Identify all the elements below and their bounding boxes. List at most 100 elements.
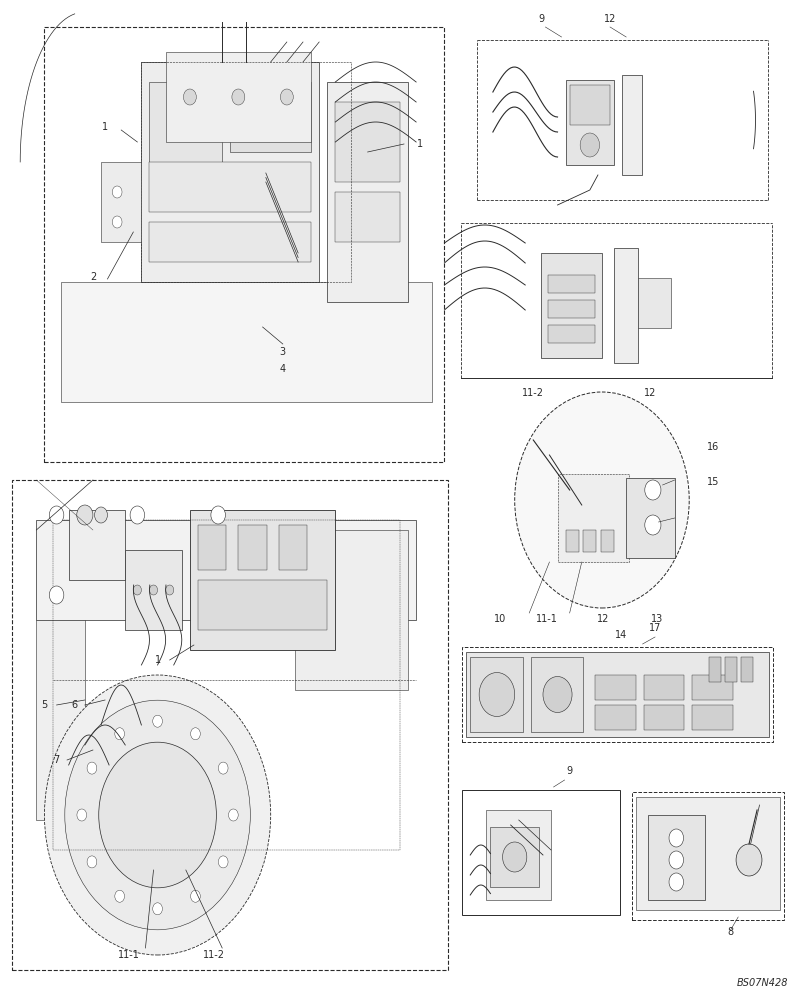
Bar bbox=[238, 525, 267, 570]
Bar bbox=[69, 510, 125, 580]
Bar bbox=[149, 222, 311, 262]
Bar bbox=[295, 530, 408, 690]
Text: 2: 2 bbox=[90, 272, 96, 282]
Bar bbox=[101, 162, 141, 242]
Bar bbox=[166, 52, 311, 142]
Bar bbox=[692, 705, 733, 730]
Polygon shape bbox=[61, 282, 432, 402]
Circle shape bbox=[112, 186, 122, 198]
Bar bbox=[741, 657, 753, 682]
Circle shape bbox=[645, 515, 661, 535]
Circle shape bbox=[49, 586, 64, 604]
Circle shape bbox=[232, 89, 245, 105]
Circle shape bbox=[77, 505, 93, 525]
Bar bbox=[36, 520, 416, 620]
Text: 1: 1 bbox=[154, 655, 161, 665]
Circle shape bbox=[191, 890, 200, 902]
Bar bbox=[570, 85, 610, 125]
Circle shape bbox=[49, 506, 64, 524]
Text: 7: 7 bbox=[53, 755, 60, 765]
Circle shape bbox=[77, 809, 86, 821]
Bar bbox=[548, 275, 595, 293]
Bar bbox=[692, 675, 733, 700]
Bar bbox=[725, 657, 737, 682]
Bar bbox=[190, 510, 335, 650]
Circle shape bbox=[669, 873, 684, 891]
Bar bbox=[462, 647, 773, 742]
Bar bbox=[595, 675, 636, 700]
Text: 12: 12 bbox=[597, 614, 610, 624]
Text: 11-1: 11-1 bbox=[536, 614, 558, 624]
Bar bbox=[335, 102, 400, 182]
Bar bbox=[44, 27, 444, 462]
Bar bbox=[638, 278, 671, 328]
Bar bbox=[490, 827, 539, 887]
Text: 12: 12 bbox=[644, 388, 657, 398]
Circle shape bbox=[99, 742, 217, 888]
Circle shape bbox=[115, 728, 124, 740]
Bar bbox=[595, 705, 636, 730]
Circle shape bbox=[44, 675, 271, 955]
Circle shape bbox=[543, 676, 572, 712]
Bar bbox=[709, 657, 721, 682]
Circle shape bbox=[218, 856, 228, 868]
Text: 3: 3 bbox=[280, 347, 286, 357]
Bar bbox=[548, 300, 595, 318]
Text: 17: 17 bbox=[649, 623, 661, 633]
Text: 15: 15 bbox=[707, 477, 720, 487]
Text: 12: 12 bbox=[604, 14, 617, 24]
Bar bbox=[614, 248, 638, 363]
Circle shape bbox=[112, 216, 122, 228]
Bar bbox=[149, 162, 311, 212]
Bar bbox=[558, 474, 629, 562]
Bar bbox=[470, 657, 523, 732]
Circle shape bbox=[515, 392, 689, 608]
Text: 4: 4 bbox=[280, 364, 286, 374]
Bar bbox=[279, 525, 307, 570]
Bar bbox=[566, 530, 579, 552]
Text: 11-2: 11-2 bbox=[203, 950, 225, 960]
Bar bbox=[632, 792, 784, 920]
Text: 10: 10 bbox=[494, 614, 507, 624]
Bar bbox=[125, 550, 182, 630]
Circle shape bbox=[280, 89, 293, 105]
Bar bbox=[466, 652, 769, 737]
Circle shape bbox=[479, 672, 515, 716]
Bar bbox=[583, 530, 596, 552]
Bar bbox=[622, 75, 642, 175]
Text: 1: 1 bbox=[102, 122, 108, 132]
Bar bbox=[141, 62, 351, 282]
Bar bbox=[644, 705, 684, 730]
Circle shape bbox=[153, 715, 162, 727]
Circle shape bbox=[65, 700, 250, 930]
Circle shape bbox=[87, 762, 97, 774]
Bar bbox=[36, 620, 85, 820]
Text: 9: 9 bbox=[566, 766, 572, 776]
Text: 5: 5 bbox=[41, 700, 48, 710]
Circle shape bbox=[580, 133, 600, 157]
Circle shape bbox=[149, 585, 158, 595]
Text: 14: 14 bbox=[615, 630, 628, 640]
Circle shape bbox=[166, 585, 174, 595]
Bar bbox=[644, 675, 684, 700]
Circle shape bbox=[218, 762, 228, 774]
Circle shape bbox=[133, 585, 141, 595]
Bar bbox=[198, 580, 327, 630]
Bar bbox=[626, 478, 675, 558]
Circle shape bbox=[87, 856, 97, 868]
Bar bbox=[12, 480, 448, 970]
Circle shape bbox=[95, 507, 107, 523]
Bar bbox=[141, 62, 319, 282]
Circle shape bbox=[503, 842, 527, 872]
Circle shape bbox=[153, 903, 162, 915]
Text: 11-2: 11-2 bbox=[522, 388, 545, 398]
Bar bbox=[601, 530, 614, 552]
Circle shape bbox=[669, 851, 684, 869]
Bar bbox=[636, 797, 780, 910]
Bar bbox=[548, 325, 595, 343]
Bar bbox=[531, 657, 583, 732]
Text: BS07N428: BS07N428 bbox=[736, 978, 788, 988]
Circle shape bbox=[130, 506, 145, 524]
Circle shape bbox=[645, 480, 661, 500]
Text: 8: 8 bbox=[727, 927, 734, 937]
